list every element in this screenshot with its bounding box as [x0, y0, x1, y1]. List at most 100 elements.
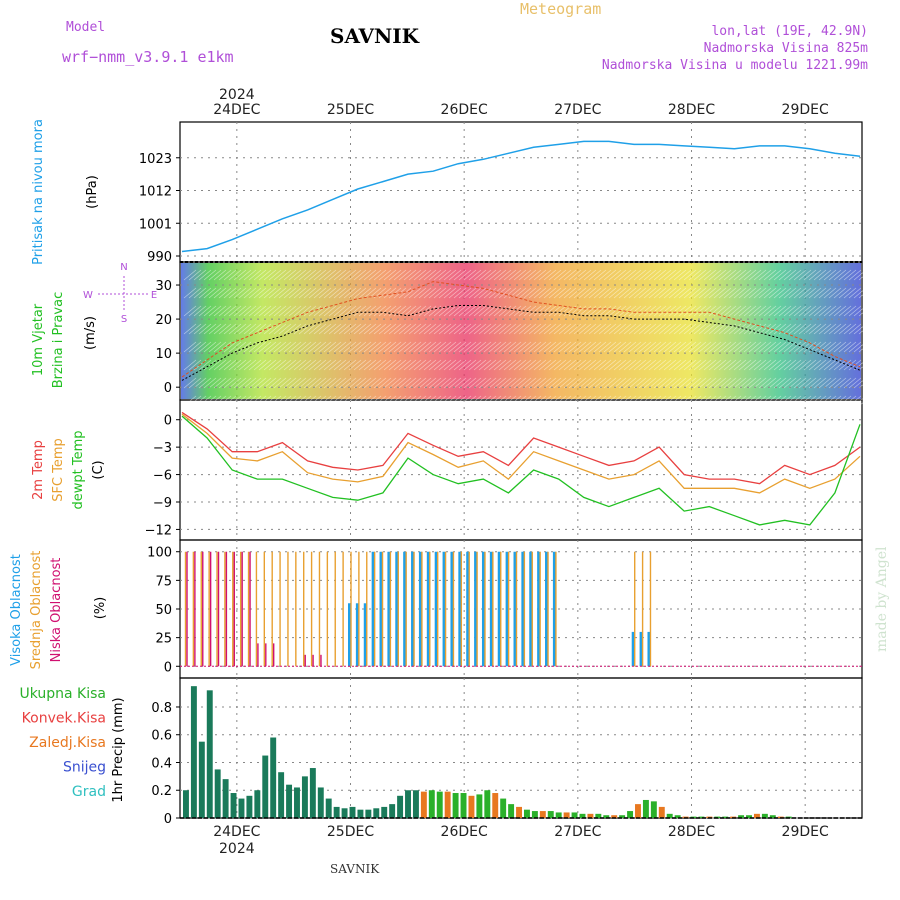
precip-bar — [547, 811, 554, 818]
wind-speed-line — [181, 305, 861, 381]
wind-barb — [463, 377, 477, 389]
wind-barb — [768, 323, 782, 335]
wind-barb — [513, 377, 527, 389]
wind-barb — [233, 323, 247, 335]
precip-bar — [183, 790, 189, 818]
precip-bar — [452, 793, 459, 818]
wind-barb — [583, 287, 597, 299]
model-name: wrf−nmm_v3.9.1 e1km — [62, 48, 234, 66]
precip-bar — [190, 686, 197, 818]
wind-barb — [323, 305, 337, 317]
wind-barb — [318, 305, 332, 317]
wind-barb — [483, 305, 497, 317]
wind-barb — [413, 377, 427, 389]
wind-barb — [768, 305, 782, 317]
wind-barb — [223, 323, 237, 335]
compass-n: N — [120, 262, 127, 273]
wind-barb — [853, 287, 867, 299]
precip-bar — [484, 790, 491, 818]
wind-barb — [678, 323, 692, 335]
wind-barb — [683, 395, 697, 407]
wind-barb — [468, 269, 482, 281]
wind-barb — [648, 395, 662, 407]
wind-barb — [743, 269, 757, 281]
cloud-ylabel-0: Visoka Oblacnost — [9, 554, 24, 666]
wind-barb — [193, 269, 207, 281]
year-label-top: 2024 — [219, 87, 255, 103]
wind-barb — [248, 323, 262, 335]
wind-barb — [648, 269, 662, 281]
wind-barb — [333, 269, 347, 281]
wind-barb — [663, 377, 677, 389]
temp-unit: (C) — [91, 460, 106, 479]
cloud-unit: (%) — [93, 597, 108, 620]
wind-barb — [453, 341, 467, 353]
wind-barb — [388, 269, 402, 281]
wind-barb — [608, 359, 622, 371]
wind-barb — [528, 377, 542, 389]
wind-barb — [588, 341, 602, 353]
wind-barb — [288, 269, 302, 281]
wind-barb — [268, 395, 282, 407]
wind-barb — [533, 377, 547, 389]
wind-barb — [478, 377, 492, 389]
compass-s: S — [121, 314, 127, 325]
wind-barb — [763, 377, 777, 389]
date-tick-bottom: 25DEC — [327, 824, 374, 840]
wind-barb — [703, 341, 717, 353]
wind-barb — [758, 323, 772, 335]
wind-barb — [438, 395, 452, 407]
wind-barb — [353, 395, 367, 407]
wind-barb — [438, 269, 452, 281]
wind-barb — [223, 359, 237, 371]
product-title: Meteogram — [520, 0, 602, 18]
wind-barb — [783, 269, 797, 281]
wind-barb — [543, 323, 557, 335]
wind-barb — [608, 377, 622, 389]
wind-barb — [253, 323, 267, 335]
wind-barb — [268, 323, 282, 335]
wind-barb — [708, 359, 722, 371]
precip-ylabel: 1hr Precip (mm) — [111, 697, 126, 802]
wind-barb — [823, 341, 837, 353]
wind-barb — [768, 341, 782, 353]
wind-barb — [683, 305, 697, 317]
precip-bar — [428, 790, 435, 818]
wind-barb — [568, 359, 582, 371]
wind-barb — [313, 305, 327, 317]
wind-barb — [273, 341, 287, 353]
precip-bar — [666, 813, 673, 818]
wind-barb — [393, 395, 407, 407]
y-tick-label: 0 — [164, 660, 172, 675]
wind-barb — [268, 359, 282, 371]
wind-barb — [258, 395, 272, 407]
wind-barb — [738, 269, 752, 281]
wind-barb — [788, 377, 802, 389]
wind-barb — [433, 359, 447, 371]
wind-barb — [583, 305, 597, 317]
wind-barb — [203, 341, 217, 353]
wind-barb — [558, 359, 572, 371]
wind-barb — [483, 323, 497, 335]
wind-barb — [553, 377, 567, 389]
wind-barb — [483, 359, 497, 371]
wind-barb — [838, 395, 852, 407]
wind-barb — [433, 395, 447, 407]
wind-barb — [828, 377, 842, 389]
wind-barb — [583, 395, 597, 407]
wind-barb — [853, 305, 867, 317]
wind-barb — [608, 395, 622, 407]
wind-barb — [568, 341, 582, 353]
wind-barb — [563, 395, 577, 407]
wind-barb — [528, 305, 542, 317]
wind-barb — [653, 269, 667, 281]
wind-barb — [598, 341, 612, 353]
wind-barb — [278, 341, 292, 353]
wind-barb — [803, 359, 817, 371]
wind-barb — [288, 341, 302, 353]
wind-barb — [738, 395, 752, 407]
wind-barb — [208, 341, 222, 353]
wind-barb — [718, 287, 732, 299]
wind-barb — [488, 359, 502, 371]
wind-barb — [758, 395, 772, 407]
